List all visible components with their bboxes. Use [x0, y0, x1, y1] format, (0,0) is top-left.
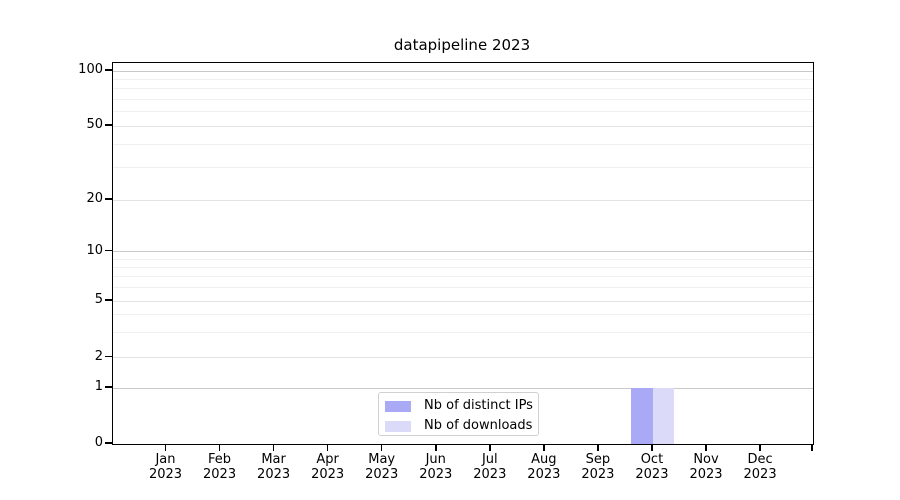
x-tick-label-nov: Nov 2023 — [689, 452, 723, 482]
x-tick-label-oct: Oct 2023 — [635, 452, 669, 482]
y-tick-1 — [105, 386, 112, 388]
plot-area — [112, 62, 814, 445]
x-tick-aug — [543, 444, 545, 451]
y-tick-0 — [105, 442, 112, 444]
x-tick-label-sep: Sep 2023 — [581, 452, 615, 482]
gridline-y-minor-90 — [113, 78, 813, 80]
gridline-y-minor-60 — [113, 111, 813, 113]
x-tick-label-feb: Feb 2023 — [203, 452, 237, 482]
legend-label-distinct-ips: Nb of distinct IPs — [424, 398, 533, 413]
gridline-y-minor-30 — [113, 166, 813, 168]
gridline-y-minor-80 — [113, 88, 813, 90]
x-tick-feb — [218, 444, 221, 451]
x-tick-label-jun: Jun 2023 — [419, 452, 453, 482]
x-tick-label-aug: Aug 2023 — [527, 452, 561, 482]
y-tick-5 — [105, 299, 112, 301]
gridline-y-minor-9 — [113, 258, 813, 260]
bar-nb-of-downloads-oct — [652, 388, 675, 444]
gridline-y-minor-8 — [113, 266, 813, 268]
y-tick-label-2: 2 — [94, 348, 103, 364]
x-tick-sep — [597, 444, 599, 451]
gridline-y-100 — [113, 70, 813, 72]
y-tick-label-20: 20 — [86, 191, 103, 206]
y-tick-label-100: 100 — [78, 62, 103, 77]
gridline-y-5 — [113, 300, 813, 302]
chart-title: datapipeline 2023 — [393, 36, 531, 54]
x-tick-dec — [759, 444, 761, 451]
y-tick-100 — [105, 69, 112, 71]
y-tick-50 — [105, 124, 112, 126]
gridline-y-2 — [113, 357, 813, 358]
y-tick-label-0: 0 — [94, 435, 103, 450]
gridline-y-minor-7 — [113, 276, 813, 278]
x-tick-label-may: May 2023 — [365, 452, 399, 482]
x-tick-label-jan: Jan 2023 — [148, 452, 183, 482]
y-tick-label-5: 5 — [94, 292, 103, 307]
gridline-y-1 — [113, 387, 813, 389]
y-tick-20 — [105, 198, 112, 200]
legend-swatch-distinct-ips — [385, 400, 411, 412]
gridline-y-20 — [113, 199, 813, 201]
legend-item-distinct-ips: Nb of distinct IPs — [385, 397, 538, 415]
gridline-y-minor-6 — [113, 287, 813, 289]
gridline-y-10 — [113, 251, 813, 252]
y-tick-2 — [105, 355, 112, 358]
gridline-y-minor-4 — [113, 314, 813, 316]
legend-item-downloads: Nb of downloads — [385, 417, 538, 435]
gridline-y-minor-70 — [113, 98, 813, 100]
x-tick-right-edge — [811, 444, 813, 451]
x-tick-mar — [272, 444, 275, 451]
x-tick-jul — [489, 444, 491, 451]
x-tick-nov — [705, 444, 707, 451]
y-tick-label-10: 10 — [86, 242, 103, 258]
x-tick-label-mar: Mar 2023 — [257, 452, 291, 482]
bar-nb-of-distinct-ips-oct — [631, 388, 653, 444]
legend-label-downloads: Nb of downloads — [424, 418, 533, 433]
gridline-y-minor-3 — [113, 331, 813, 333]
x-tick-label-apr: Apr 2023 — [311, 452, 345, 482]
x-tick-label-dec: Dec 2023 — [743, 452, 777, 482]
x-tick-label-jul: Jul 2023 — [473, 452, 507, 482]
legend-swatch-downloads — [385, 420, 411, 432]
x-tick-apr — [326, 444, 329, 451]
y-tick-10 — [105, 249, 112, 252]
y-tick-label-1: 1 — [94, 379, 103, 394]
gridline-y-50 — [113, 125, 813, 127]
x-tick-jun — [435, 444, 437, 451]
x-tick-jan — [164, 444, 167, 451]
x-tick-may — [380, 444, 383, 451]
gridline-y-minor-40 — [113, 143, 813, 145]
legend: Nb of distinct IPs Nb of downloads — [378, 392, 539, 436]
x-tick-oct — [651, 444, 653, 451]
y-tick-label-50: 50 — [86, 117, 103, 132]
